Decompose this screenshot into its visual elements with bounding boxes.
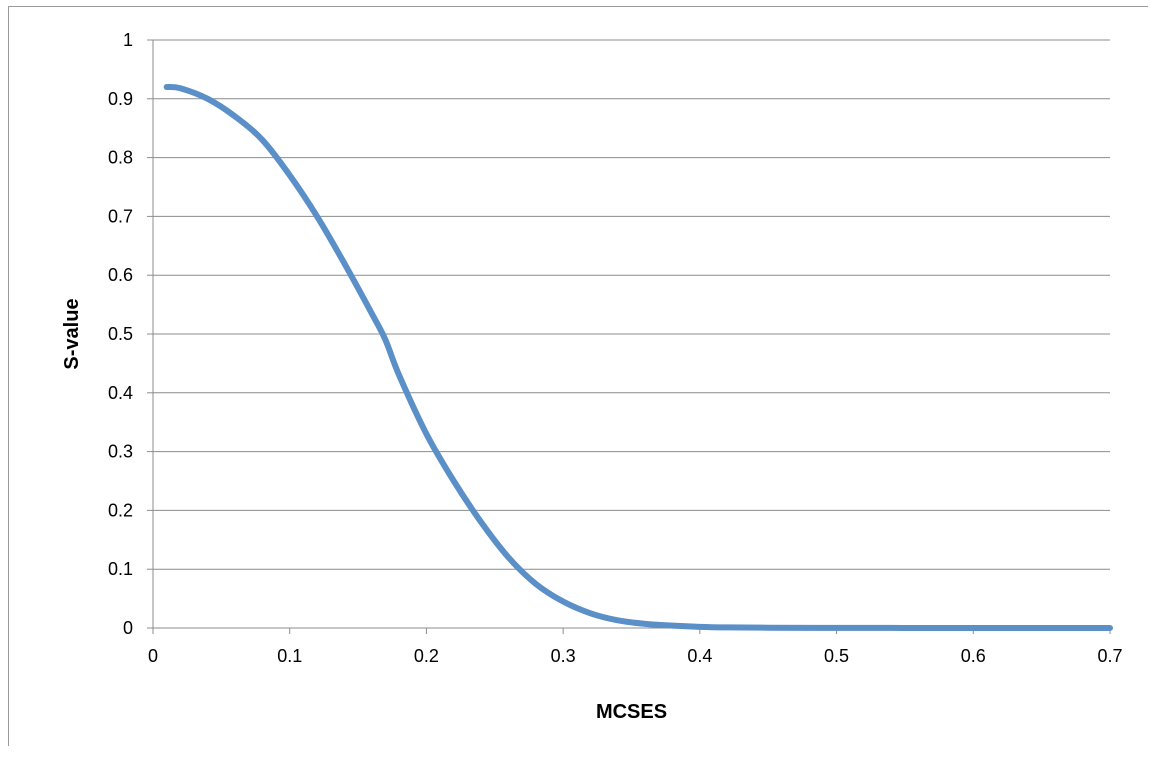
y-tick-label: 0.7 xyxy=(108,206,133,226)
y-tick-label: 0.2 xyxy=(108,500,133,520)
y-tick-label: 0.5 xyxy=(108,324,133,344)
y-tick-label: 0.9 xyxy=(108,89,133,109)
y-tick-label: 0.6 xyxy=(108,265,133,285)
x-tick-label: 0.7 xyxy=(1097,646,1122,666)
series-group xyxy=(163,83,1113,632)
y-tick-label: 0.3 xyxy=(108,442,133,462)
x-tick-labels: 0 0.1 0.2 0.3 0.4 0.5 0.6 0.7 xyxy=(148,646,1123,666)
x-tick-label: 0.4 xyxy=(687,646,712,666)
y-tick-label: 1 xyxy=(123,30,133,50)
x-tick-label: 0.2 xyxy=(414,646,439,666)
y-tick-label: 0.4 xyxy=(108,383,133,403)
y-axis-title: S-value xyxy=(61,298,83,369)
x-axis-title: MCSES xyxy=(596,701,667,723)
chart-frame xyxy=(8,6,1148,746)
series-line xyxy=(163,83,1113,632)
x-tick-label: 0.3 xyxy=(551,646,576,666)
x-tick-label: 0.6 xyxy=(961,646,986,666)
x-tick-label: 0 xyxy=(148,646,158,666)
y-tick-label: 0.8 xyxy=(108,148,133,168)
y-tick-label: 0 xyxy=(123,618,133,638)
y-tick-labels: 0 0.1 0.2 0.3 0.4 0.5 0.6 0.7 0.8 0.9 1 xyxy=(108,30,133,638)
y-tick-label: 0.1 xyxy=(108,559,133,579)
axes xyxy=(147,39,1111,634)
x-tick-label: 0.1 xyxy=(277,646,302,666)
gridlines xyxy=(153,39,1110,570)
x-tick-label: 0.5 xyxy=(824,646,849,666)
